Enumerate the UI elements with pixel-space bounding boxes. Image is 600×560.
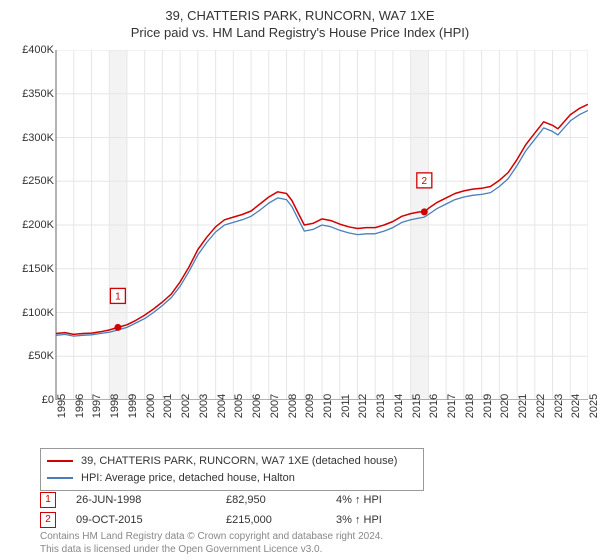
ytick-label: £250K: [8, 175, 54, 187]
title-block: 39, CHATTERIS PARK, RUNCORN, WA7 1XE Pri…: [0, 0, 600, 40]
xtick-label: 2008: [287, 394, 299, 418]
footer: Contains HM Land Registry data © Crown c…: [40, 530, 383, 556]
xtick-label: 2025: [588, 394, 600, 418]
ytick-label: £300K: [8, 132, 54, 144]
xtick-label: 2009: [304, 394, 316, 418]
svg-text:2: 2: [422, 176, 428, 187]
xtick-label: 2005: [233, 394, 245, 418]
xtick-label: 2007: [269, 394, 281, 418]
title-main: 39, CHATTERIS PARK, RUNCORN, WA7 1XE: [0, 8, 600, 23]
xtick-label: 2015: [411, 394, 423, 418]
xtick-label: 1997: [91, 394, 103, 418]
ytick-label: £400K: [8, 44, 54, 56]
legend-text-hpi: HPI: Average price, detached house, Halt…: [81, 470, 295, 487]
legend-row-hpi: HPI: Average price, detached house, Halt…: [47, 470, 417, 487]
xtick-label: 2000: [145, 394, 157, 418]
ytick-label: £350K: [8, 88, 54, 100]
ytick-label: £150K: [8, 263, 54, 275]
chart-area: 12: [48, 50, 588, 400]
sale-date-1: 26-JUN-1998: [76, 494, 226, 506]
xtick-label: 2002: [180, 394, 192, 418]
sale-hpi-2: 3% ↑ HPI: [336, 514, 416, 526]
page-root: 39, CHATTERIS PARK, RUNCORN, WA7 1XE Pri…: [0, 0, 600, 560]
chart-svg: 12: [48, 50, 588, 400]
ytick-label: £200K: [8, 219, 54, 231]
ytick-label: £100K: [8, 307, 54, 319]
xtick-label: 2021: [517, 394, 529, 418]
xtick-label: 2017: [446, 394, 458, 418]
sales-block: 1 26-JUN-1998 £82,950 4% ↑ HPI 2 09-OCT-…: [40, 490, 416, 530]
sale-price-1: £82,950: [226, 494, 336, 506]
xtick-label: 1999: [127, 394, 139, 418]
legend-swatch-hpi: [47, 477, 73, 479]
legend-box: 39, CHATTERIS PARK, RUNCORN, WA7 1XE (de…: [40, 448, 424, 491]
xtick-label: 2022: [535, 394, 547, 418]
ytick-label: £50K: [8, 350, 54, 362]
sale-price-2: £215,000: [226, 514, 336, 526]
sale-marker-2: 2: [40, 512, 56, 528]
xtick-label: 2014: [393, 394, 405, 418]
xtick-label: 1996: [74, 394, 86, 418]
sale-row-2: 2 09-OCT-2015 £215,000 3% ↑ HPI: [40, 510, 416, 530]
xtick-label: 2012: [357, 394, 369, 418]
xtick-label: 2001: [162, 394, 174, 418]
xtick-label: 2004: [216, 394, 228, 418]
title-sub: Price paid vs. HM Land Registry's House …: [0, 25, 600, 40]
xtick-label: 2019: [482, 394, 494, 418]
sale-row-1: 1 26-JUN-1998 £82,950 4% ↑ HPI: [40, 490, 416, 510]
footer-line1: Contains HM Land Registry data © Crown c…: [40, 530, 383, 543]
footer-line2: This data is licensed under the Open Gov…: [40, 543, 383, 556]
xtick-label: 2023: [553, 394, 565, 418]
xtick-label: 2010: [322, 394, 334, 418]
xtick-label: 2006: [251, 394, 263, 418]
legend-text-property: 39, CHATTERIS PARK, RUNCORN, WA7 1XE (de…: [81, 453, 397, 470]
xtick-label: 2013: [375, 394, 387, 418]
xtick-label: 2011: [340, 394, 352, 418]
legend-row-property: 39, CHATTERIS PARK, RUNCORN, WA7 1XE (de…: [47, 453, 417, 470]
sale-marker-1: 1: [40, 492, 56, 508]
sale-hpi-1: 4% ↑ HPI: [336, 494, 416, 506]
xtick-label: 1995: [56, 394, 68, 418]
legend-swatch-property: [47, 460, 73, 462]
xtick-label: 1998: [109, 394, 121, 418]
xtick-label: 2016: [428, 394, 440, 418]
xtick-label: 2024: [570, 394, 582, 418]
xtick-label: 2018: [464, 394, 476, 418]
svg-text:1: 1: [115, 291, 121, 302]
xtick-label: 2020: [499, 394, 511, 418]
xtick-label: 2003: [198, 394, 210, 418]
ytick-label: £0: [8, 394, 54, 406]
sale-date-2: 09-OCT-2015: [76, 514, 226, 526]
